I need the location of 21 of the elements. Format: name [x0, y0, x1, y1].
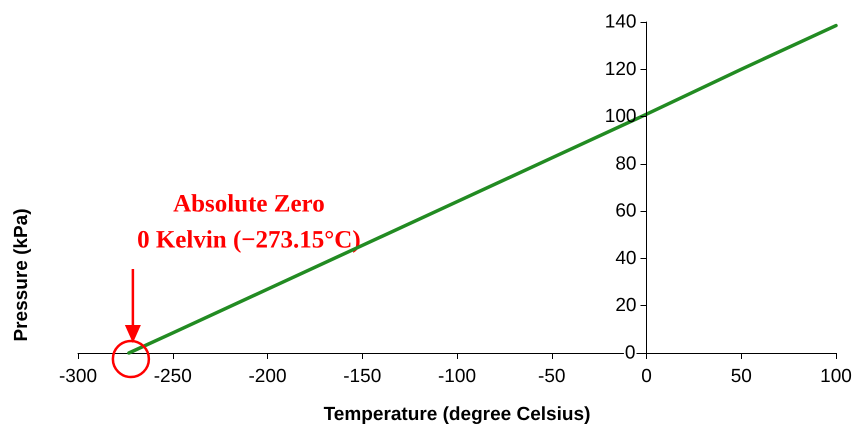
- x-tick-label: -300: [58, 366, 98, 387]
- annotation: Absolute Zero: [173, 190, 325, 218]
- x-axis-title: Temperature (degree Celsius): [324, 404, 590, 425]
- y-tick-label: 0: [624, 342, 636, 364]
- y-tick-label: 60: [615, 200, 636, 222]
- x-tick-label: -150: [343, 366, 382, 387]
- y-tick-label: 40: [615, 248, 636, 269]
- annotation: 0 Kelvin (−273.15°C): [137, 226, 361, 254]
- y-tick-label: 20: [615, 295, 636, 316]
- x-tick-label: 0: [641, 366, 652, 387]
- y-tick-label: 100: [604, 106, 636, 128]
- y-tick-label: 140: [604, 12, 636, 32]
- x-tick-label: -250: [154, 366, 192, 387]
- y-tick-label: 80: [615, 153, 636, 174]
- x-tick-label: -50: [538, 366, 566, 387]
- x-tick-label: -200: [248, 366, 287, 387]
- y-tick-label: 120: [604, 58, 636, 80]
- x-tick-label: 100: [820, 366, 852, 387]
- x-tick-label: -100: [438, 366, 476, 387]
- x-tick-label: 50: [730, 366, 752, 387]
- y-axis-title: Pressure (kPa): [11, 208, 32, 342]
